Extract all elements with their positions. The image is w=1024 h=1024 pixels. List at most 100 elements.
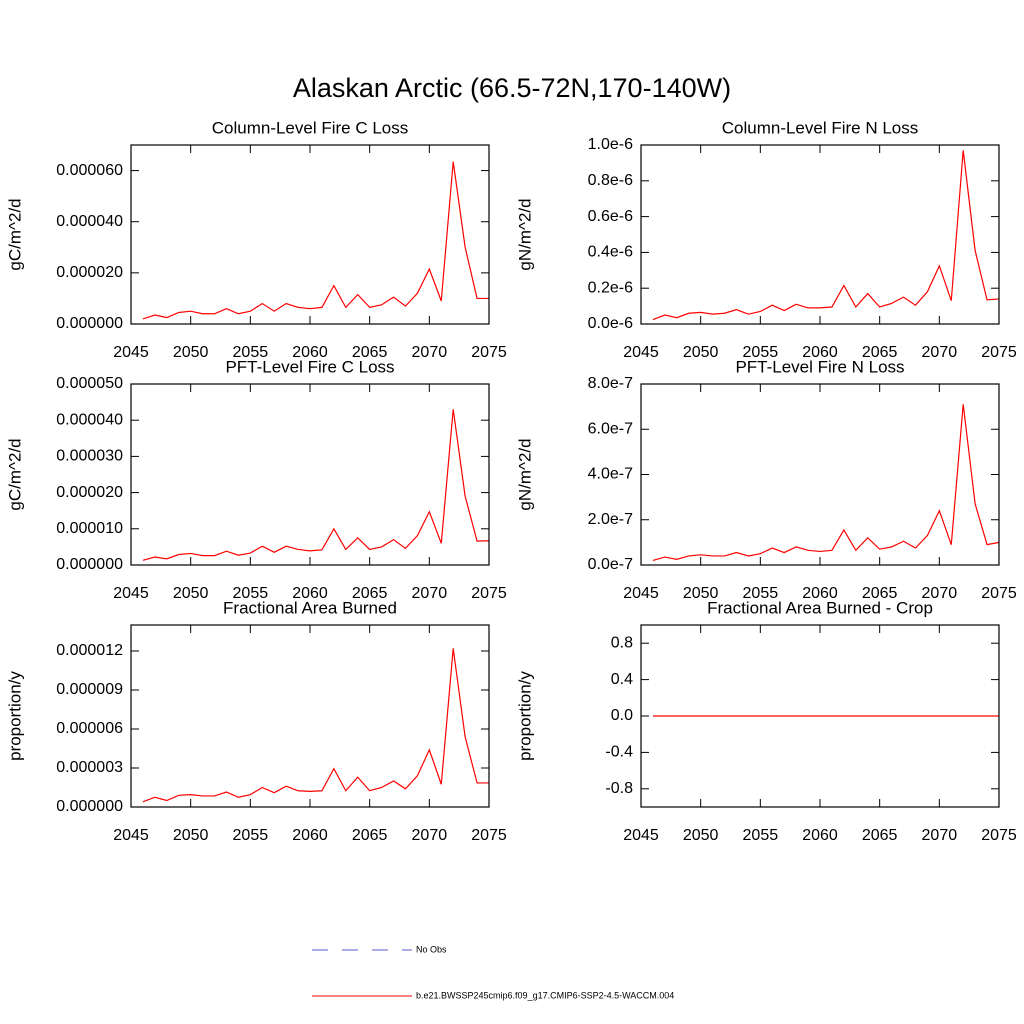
x-tick-label: 2055 [233, 585, 269, 602]
y-axis-label: proportion/y [5, 671, 24, 761]
y-tick-label: 0.000020 [56, 484, 123, 501]
y-axis-label: proportion/y [515, 671, 534, 761]
x-tick-label: 2075 [471, 827, 507, 844]
x-tick-label: 2070 [412, 344, 448, 361]
y-tick-label: 0.000003 [56, 759, 123, 776]
y-axis-label: gC/m^2/d [5, 438, 24, 510]
y-tick-label: 0.8 [611, 634, 633, 651]
y-tick-label: 0.000050 [56, 375, 123, 392]
x-tick-label: 2055 [743, 344, 779, 361]
x-tick-label: 2075 [981, 344, 1017, 361]
panel-title: PFT-Level Fire N Loss [735, 357, 904, 376]
legend-label: b.e21.BWSSP245cmip6.f09_g17.CMIP6-SSP2-4… [416, 990, 674, 1000]
y-tick-label: -0.8 [605, 780, 633, 797]
x-tick-label: 2065 [352, 827, 388, 844]
y-tick-label: 2.0e-7 [588, 511, 633, 528]
y-tick-label: 0.000010 [56, 520, 123, 537]
x-tick-label: 2045 [113, 585, 149, 602]
x-tick-label: 2060 [802, 585, 838, 602]
y-tick-label: 0.000040 [56, 213, 123, 230]
x-tick-label: 2065 [862, 585, 898, 602]
y-tick-label: 0.000000 [56, 556, 123, 573]
y-tick-label: 4.0e-7 [588, 466, 633, 483]
x-tick-label: 2055 [233, 344, 269, 361]
y-tick-label: 0.000000 [56, 798, 123, 815]
y-tick-label: 0.000060 [56, 162, 123, 179]
panel-title: Column-Level Fire C Loss [212, 118, 409, 137]
x-tick-label: 2050 [173, 344, 209, 361]
x-tick-label: 2075 [981, 585, 1017, 602]
y-tick-label: 0.000006 [56, 720, 123, 737]
x-tick-label: 2055 [233, 827, 269, 844]
x-tick-label: 2075 [471, 585, 507, 602]
data-line [142, 409, 490, 561]
legend: No Obs b.e21.BWSSP245cmip6.f09_g17.CMIP6-… [312, 944, 674, 1000]
y-tick-label: 0.000012 [56, 642, 123, 659]
y-axis-label: gN/m^2/d [515, 198, 534, 270]
panel: PFT-Level Fire C Loss gC/m^2/d 0.000000 0.0… [5, 357, 506, 602]
plot-frame [640, 383, 1000, 566]
x-tick-label: 2065 [352, 585, 388, 602]
panel-title: Fractional Area Burned - Crop [707, 598, 933, 617]
panel-title: Column-Level Fire N Loss [722, 118, 919, 137]
panel: Column-Level Fire N Loss gN/m^2/d 0.0e-6 0.… [515, 118, 1016, 361]
x-tick-label: 2045 [623, 585, 659, 602]
x-tick-label: 2065 [862, 827, 898, 844]
plot-frame [130, 624, 490, 808]
legend-label: No Obs [416, 944, 447, 954]
panel-title: Fractional Area Burned [223, 598, 397, 617]
plot-frame [130, 383, 490, 566]
y-tick-label: 0.000009 [56, 681, 123, 698]
plot-frame [640, 624, 1000, 808]
x-tick-label: 2070 [922, 344, 958, 361]
x-tick-label: 2055 [743, 585, 779, 602]
x-tick-label: 2070 [922, 827, 958, 844]
x-tick-label: 2050 [173, 585, 209, 602]
y-tick-label: 0.4 [611, 671, 633, 688]
y-tick-label: 0.000040 [56, 411, 123, 428]
y-tick-label: 0.6e-6 [588, 208, 633, 225]
data-line [142, 161, 489, 320]
x-tick-label: 2050 [683, 827, 719, 844]
x-tick-label: 2070 [412, 585, 448, 602]
x-tick-label: 2075 [471, 344, 507, 361]
y-axis-label: gN/m^2/d [515, 438, 534, 510]
x-tick-label: 2045 [623, 344, 659, 361]
y-tick-label: 0.0e-7 [588, 556, 633, 573]
y-tick-label: 6.0e-7 [588, 420, 633, 437]
y-axis-label: gC/m^2/d [5, 198, 24, 270]
x-tick-label: 2060 [292, 585, 328, 602]
panel: Column-Level Fire C Loss gC/m^2/d 0.000000… [5, 118, 506, 361]
x-tick-label: 2070 [412, 827, 448, 844]
y-tick-label: 0.0 [611, 707, 633, 724]
panel-title: PFT-Level Fire C Loss [225, 357, 394, 376]
y-tick-label: 0.8e-6 [588, 172, 633, 189]
x-tick-label: 2060 [802, 344, 838, 361]
x-tick-label: 2050 [683, 344, 719, 361]
x-tick-label: 2060 [292, 344, 328, 361]
y-tick-label: 1.0e-6 [588, 136, 633, 153]
x-tick-label: 2050 [683, 585, 719, 602]
data-line [652, 150, 1000, 321]
x-tick-label: 2045 [113, 344, 149, 361]
y-tick-label: 8.0e-7 [588, 375, 633, 392]
y-tick-label: 0.000000 [56, 315, 123, 332]
x-tick-label: 2045 [113, 827, 149, 844]
x-tick-label: 2065 [352, 344, 388, 361]
y-tick-label: -0.4 [605, 744, 633, 761]
y-tick-label: 0.000020 [56, 264, 123, 281]
y-tick-label: 0.0e-6 [588, 315, 633, 332]
panel: Fractional Area Burned - Crop proportion/… [515, 598, 1016, 844]
x-tick-label: 2045 [623, 827, 659, 844]
x-tick-label: 2055 [743, 827, 779, 844]
x-tick-label: 2075 [981, 827, 1017, 844]
x-tick-label: 2065 [862, 344, 898, 361]
x-tick-label: 2070 [922, 585, 958, 602]
panel: Fractional Area Burned proportion/y 0.0000… [5, 598, 506, 844]
x-tick-label: 2050 [173, 827, 209, 844]
data-line [652, 404, 1000, 562]
x-tick-label: 2060 [802, 827, 838, 844]
plot-frame [640, 144, 1000, 325]
x-tick-label: 2060 [292, 827, 328, 844]
